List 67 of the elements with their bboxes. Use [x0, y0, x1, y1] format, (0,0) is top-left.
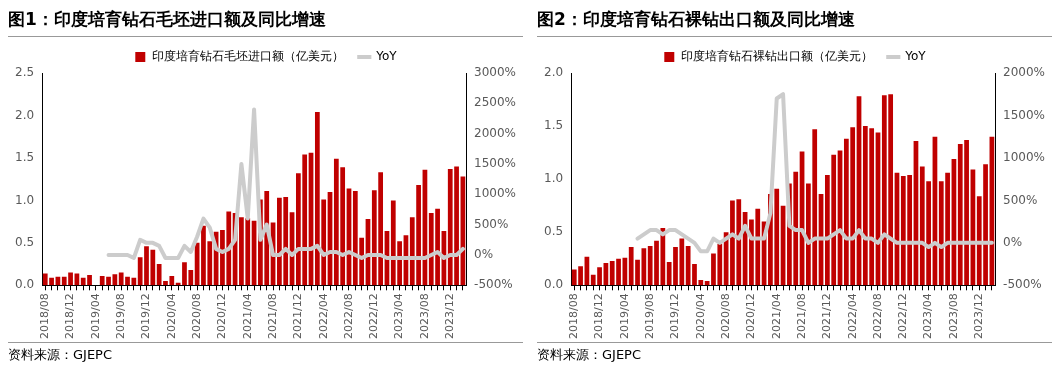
- x-tick-label: 2019/12: [668, 293, 682, 340]
- x-tick-label: 2023/04: [392, 293, 406, 340]
- y-tick-label: 1.0: [14, 192, 35, 207]
- y2-tick-label: 0%: [1003, 234, 1023, 249]
- x-tick-label: 2018/08: [567, 293, 581, 340]
- x-tick-label: 2019/12: [139, 293, 153, 340]
- x-tick-label: 2020/04: [164, 293, 178, 340]
- y-tick-label: 1.5: [14, 150, 35, 165]
- x-tick-label: 2023/12: [443, 293, 457, 340]
- x-tick-label: 2022/12: [367, 293, 381, 340]
- y-tick-label: 2.0: [14, 107, 35, 122]
- x-tick-label: 2019/08: [114, 293, 128, 340]
- x-tick-label: 2018/08: [38, 293, 52, 340]
- x-tick-label: 2021/12: [291, 293, 305, 340]
- x-tick-label: 2023/04: [921, 293, 935, 340]
- y2-tick-label: 2000%: [474, 125, 517, 140]
- x-tick-label: 2020/08: [189, 293, 203, 340]
- legend-label: YoY: [375, 49, 398, 64]
- x-tick-label: 2023/08: [946, 293, 960, 340]
- legend-label: 印度培育钻石毛坯进口额（亿美元）: [152, 49, 345, 64]
- x-tick-label: 2022/08: [870, 293, 884, 340]
- x-tick-label: 2020/08: [718, 293, 732, 340]
- x-tick-label: 2018/12: [63, 293, 77, 340]
- x-tick-label: 2021/08: [794, 293, 808, 340]
- y2-tick-label: -500%: [474, 277, 513, 292]
- y-tick-label: 1.5: [543, 118, 564, 133]
- y2-tick-label: 500%: [474, 216, 509, 231]
- x-tick-label: 2022/08: [341, 293, 355, 340]
- x-tick-label: 2021/12: [820, 293, 834, 340]
- y-tick-label: 0.0: [14, 277, 35, 292]
- legend-label: 印度培育钻石裸钻出口额（亿美元）: [681, 49, 874, 64]
- y-tick-label: 1.0: [543, 171, 564, 186]
- x-tick-label: 2019/04: [617, 293, 631, 340]
- x-tick-label: 2022/04: [316, 293, 330, 340]
- y2-tick-label: 3000%: [474, 65, 517, 80]
- x-tick-label: 2021/08: [265, 293, 279, 340]
- x-tick-label: 2018/12: [592, 293, 606, 340]
- y-tick-label: 0.5: [14, 234, 35, 249]
- x-tick-label: 2019/04: [88, 293, 102, 340]
- x-tick-label: 2020/12: [215, 293, 229, 340]
- y-tick-label: 2.0: [543, 65, 564, 80]
- y-tick-label: 0.0: [543, 277, 564, 292]
- text: 资料来源：GJEPC: [8, 346, 114, 364]
- x-tick-label: 2022/04: [845, 293, 859, 340]
- y2-tick-label: 2500%: [474, 95, 517, 110]
- y-tick-label: 2.5: [14, 65, 35, 80]
- x-tick-label: 2021/04: [240, 293, 254, 340]
- x-tick-label: 2020/04: [693, 293, 707, 340]
- y2-tick-label: 1500%: [474, 156, 517, 171]
- y2-tick-label: -500%: [1003, 277, 1042, 292]
- x-tick-label: 2023/12: [972, 293, 986, 340]
- y2-tick-label: 500%: [1003, 192, 1038, 207]
- y-tick-label: 0.5: [543, 224, 564, 239]
- y2-tick-label: 1000%: [474, 186, 517, 201]
- chart-title: 图1：印度培育钻石毛坯进口额及同比增速: [8, 8, 523, 37]
- legend-label: YoY: [904, 49, 927, 64]
- x-tick-label: 2022/12: [896, 293, 910, 340]
- x-tick-label: 2023/08: [417, 293, 431, 340]
- x-tick-label: 2021/04: [769, 293, 783, 340]
- y2-tick-label: 1500%: [1003, 107, 1046, 122]
- y2-tick-label: 0%: [474, 247, 494, 262]
- text: 资料来源：GJEPC: [537, 346, 643, 364]
- x-tick-label: 2019/08: [643, 293, 657, 340]
- x-tick-label: 2020/12: [744, 293, 758, 340]
- y2-tick-label: 1000%: [1003, 150, 1046, 165]
- chart-title: 图2：印度培育钻石裸钻出口额及同比增速: [537, 8, 1052, 37]
- y2-tick-label: 2000%: [1003, 65, 1046, 80]
